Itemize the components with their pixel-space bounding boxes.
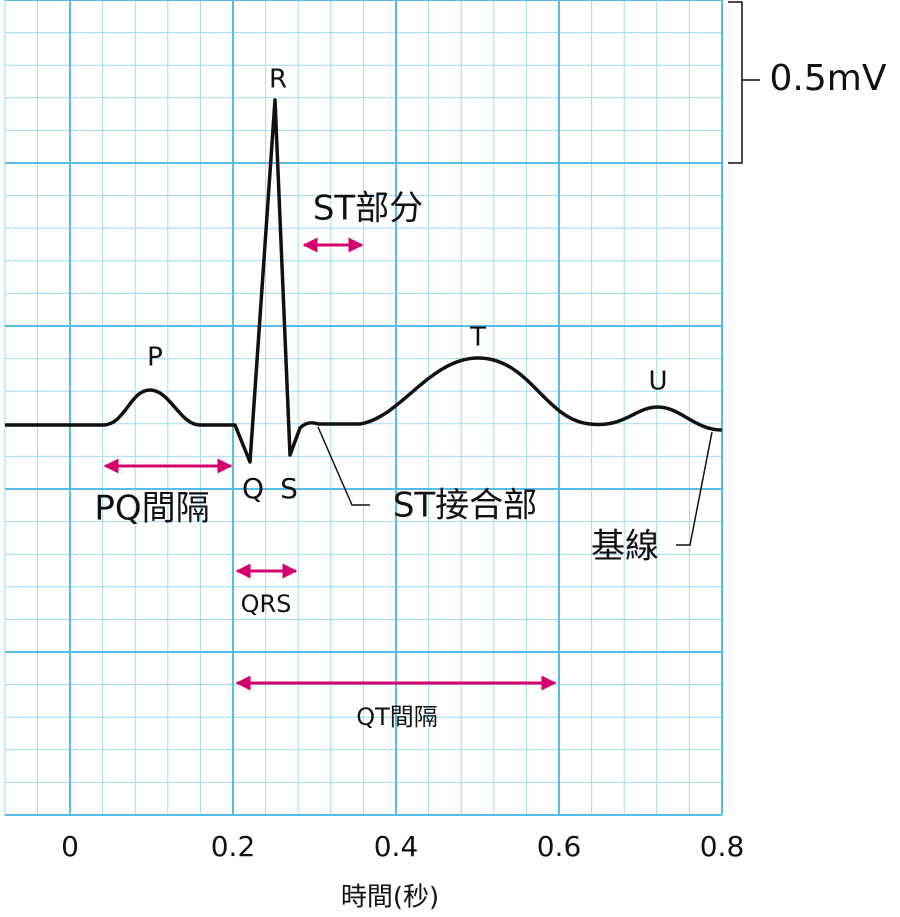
x-axis: 0 0.2 0.4 0.6 0.8: [61, 830, 744, 863]
x-tick-label: 0.8: [700, 830, 745, 863]
x-tick-label: 0.4: [374, 830, 419, 863]
x-tick-label: 0.6: [537, 830, 582, 863]
interval-label: ST部分: [313, 189, 423, 229]
x-tick-label: 0: [61, 830, 79, 863]
x-axis-label: 時間(秒): [341, 883, 439, 913]
scale-bracket: [728, 1, 743, 164]
callout-label: 基線: [591, 527, 659, 567]
wave-label: Q: [242, 472, 264, 505]
interval-label: QRS: [241, 590, 292, 618]
wave-label: P: [147, 343, 163, 373]
x-tick-label: 0.2: [211, 830, 256, 863]
grid: [4, 0, 723, 816]
wave-label: S: [280, 472, 298, 505]
scale-label: 0.5mV: [770, 58, 887, 99]
interval-label: PQ間隔: [94, 489, 209, 529]
wave-label: R: [269, 65, 287, 95]
leader-line: [676, 431, 713, 546]
wave-label: U: [648, 367, 667, 397]
wave-label: T: [469, 323, 486, 353]
interval-label: QT間隔: [356, 703, 438, 731]
callout-label: ST接合部: [393, 486, 537, 526]
leader-line: [317, 426, 370, 506]
ecg-waveform: [5, 98, 723, 464]
